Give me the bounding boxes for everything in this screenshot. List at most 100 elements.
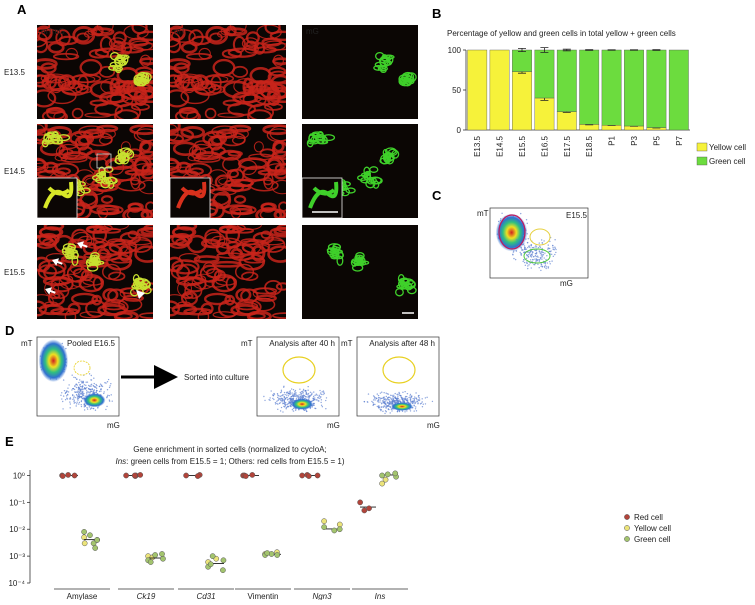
event-dot: [418, 395, 419, 396]
event-dot: [532, 252, 533, 253]
axis-label: mT: [241, 339, 253, 348]
x-tick-label: Ck19: [137, 592, 156, 600]
event-dot: [280, 410, 281, 411]
data-dot: [159, 551, 164, 556]
event-dot: [380, 399, 381, 400]
axis-label: mG: [560, 279, 573, 288]
data-dot: [250, 472, 255, 477]
chart-title: Percentage of yellow and green cells in …: [447, 29, 676, 38]
event-dot: [281, 391, 282, 392]
event-dot: [298, 394, 299, 395]
data-dot: [94, 537, 99, 542]
event-dot: [410, 400, 411, 401]
event-dot: [264, 400, 265, 401]
event-dot: [314, 408, 315, 409]
event-dot: [293, 396, 294, 397]
row-label: E14.5: [4, 167, 25, 176]
event-dot: [386, 411, 387, 412]
event-dot: [290, 396, 291, 397]
event-dot: [289, 398, 290, 399]
event-dot: [546, 255, 547, 256]
event-dot: [399, 394, 400, 395]
event-dot: [106, 406, 107, 407]
event-dot: [388, 409, 389, 410]
event-dot: [284, 392, 285, 393]
event-dot: [530, 255, 531, 256]
event-dot: [81, 397, 82, 398]
event-dot: [408, 397, 409, 398]
event-dot: [72, 395, 73, 396]
event-dot: [380, 410, 381, 411]
error-bar: [652, 50, 660, 51]
event-dot: [79, 379, 80, 380]
event-dot: [320, 402, 321, 403]
event-dot: [541, 256, 542, 257]
event-dot: [527, 242, 528, 243]
legend-dot: [624, 514, 629, 519]
event-dot: [263, 396, 264, 397]
event-dot: [107, 389, 108, 390]
data-dot: [208, 562, 213, 567]
event-dot: [100, 389, 101, 390]
event-dot: [299, 388, 300, 389]
event-dot: [74, 389, 75, 390]
event-dot: [320, 392, 321, 393]
event-dot: [534, 258, 535, 259]
event-dot: [64, 390, 65, 391]
event-dot: [91, 379, 92, 380]
event-dot: [525, 265, 526, 266]
event-dot: [378, 399, 379, 400]
bar-segment: [602, 50, 621, 125]
event-dot: [321, 405, 322, 406]
event-dot: [523, 243, 524, 244]
event-dot: [109, 387, 110, 388]
event-dot: [99, 391, 100, 392]
event-dot: [419, 399, 420, 400]
panel-label: B: [432, 6, 441, 21]
x-tick-label: Ngn3: [312, 592, 332, 600]
event-dot: [269, 400, 270, 401]
channel-label: mG: [52, 27, 65, 36]
event-dot: [550, 263, 551, 264]
event-dot: [392, 402, 393, 403]
event-dot: [414, 396, 415, 397]
event-dot: [323, 390, 324, 391]
event-dot: [372, 402, 373, 403]
event-dot: [310, 392, 311, 393]
data-dot: [132, 473, 137, 478]
event-dot: [527, 223, 528, 224]
event-dot: [313, 391, 314, 392]
channel-label: mG: [306, 27, 319, 36]
legend-swatch: [697, 143, 707, 151]
event-dot: [536, 252, 537, 253]
event-dot: [286, 397, 287, 398]
event-dot: [527, 247, 528, 248]
event-dot: [89, 373, 90, 374]
event-dot: [76, 378, 77, 379]
y-tick-label: 10⁻⁴: [8, 579, 25, 588]
event-dot: [403, 401, 404, 402]
event-dot: [404, 411, 405, 412]
event-dot: [302, 396, 303, 397]
event-dot: [414, 398, 415, 399]
event-dot: [281, 395, 282, 396]
y-tick-label: 10⁰: [13, 471, 25, 480]
event-dot: [536, 256, 537, 257]
y-tick-label: 50: [452, 86, 461, 95]
event-dot: [86, 393, 87, 394]
event-dot: [380, 398, 381, 399]
event-dot: [548, 244, 549, 245]
event-dot: [81, 406, 82, 407]
event-dot: [377, 406, 378, 407]
event-dot: [277, 394, 278, 395]
data-dot: [380, 473, 385, 478]
event-dot: [405, 398, 406, 399]
event-dot: [70, 403, 71, 404]
event-dot: [273, 395, 274, 396]
event-dot: [542, 266, 543, 267]
micrograph: [28, 119, 160, 222]
event-dot: [291, 388, 292, 389]
event-dot: [110, 383, 111, 384]
event-dot: [415, 408, 416, 409]
event-dot: [72, 399, 73, 400]
